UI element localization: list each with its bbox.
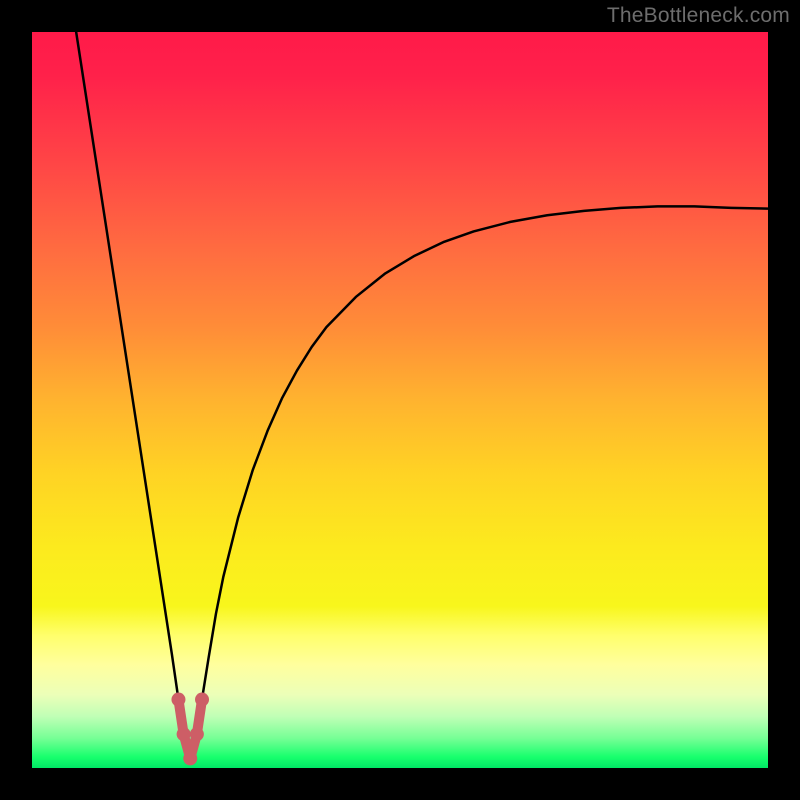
plot-area — [32, 32, 768, 768]
valley-marker-dot — [183, 751, 197, 765]
valley-marker-dot — [190, 727, 204, 741]
valley-marker-dot — [195, 693, 209, 707]
chart-container: TheBottleneck.com — [0, 0, 800, 800]
valley-marker-dot — [177, 727, 191, 741]
watermark-text: TheBottleneck.com — [607, 4, 790, 28]
chart-svg — [0, 0, 800, 800]
valley-marker-dot — [171, 693, 185, 707]
